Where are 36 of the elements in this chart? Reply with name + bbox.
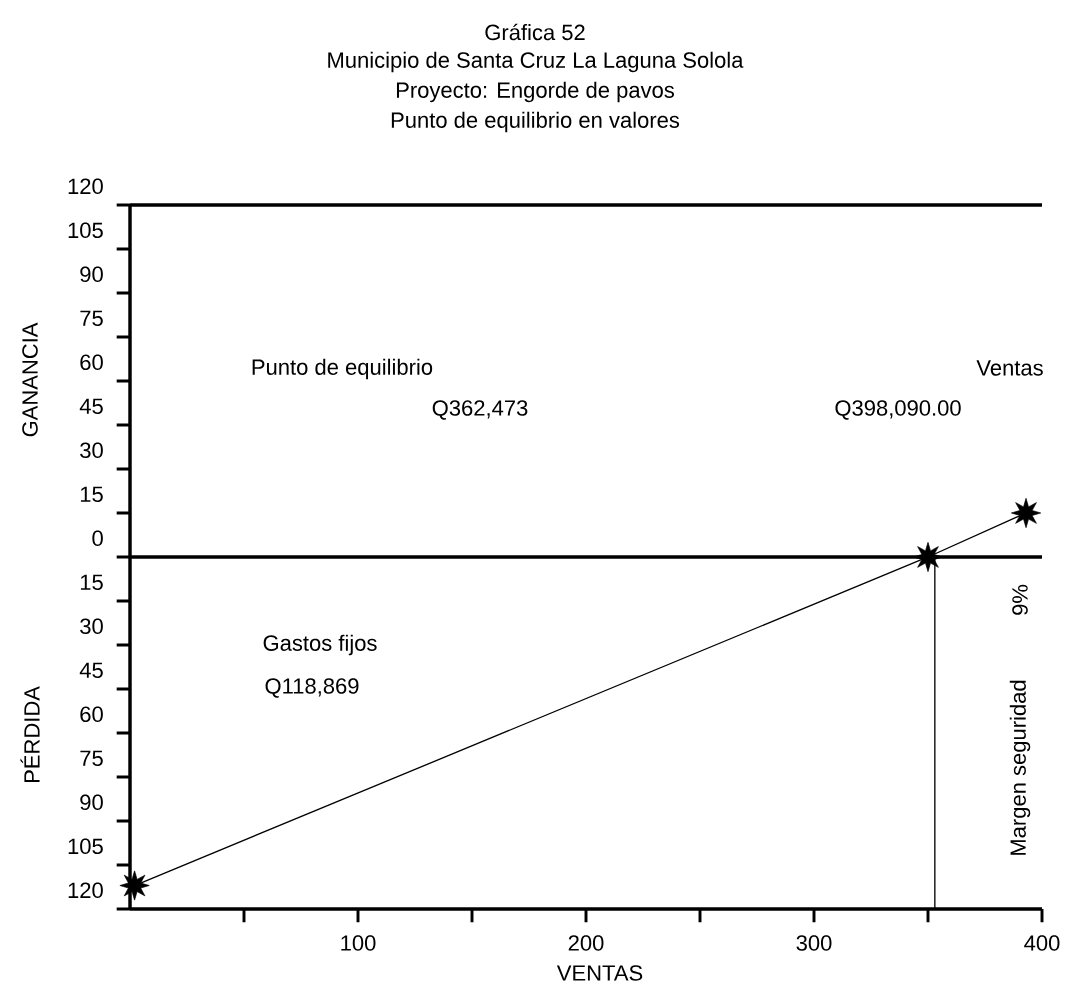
chart-title: Gráfica 52: [485, 23, 585, 41]
x-tick-label: 100: [341, 935, 376, 951]
annotation: Ventas: [976, 360, 1043, 376]
y-tick-label: 90: [80, 794, 103, 811]
annotation: Q362,473: [432, 400, 528, 420]
y-tick-label: 60: [80, 354, 103, 371]
annotation: 9%: [1012, 584, 1028, 615]
chart-subtitle: Municipio de Santa Cruz La Laguna Solola: [328, 51, 744, 73]
x-tick-label: 400: [1024, 935, 1060, 951]
y-tick-label: 60: [80, 706, 103, 723]
annotation: Q398,090.00: [835, 400, 961, 420]
y-tick-label: 105: [68, 222, 103, 239]
text: Proyecto: Engorde de pavos: [396, 81, 674, 103]
annotation: Gastos fijos: [263, 634, 377, 656]
x-axis-title: VENTAS: [556, 965, 643, 981]
x-tick-label: 200: [568, 935, 604, 951]
y-tick-label: 45: [79, 398, 103, 414]
annotation: Q118,869: [265, 678, 359, 698]
y-tick-label: 75: [80, 750, 103, 766]
y-tick-label: 120: [68, 882, 103, 899]
annotation: Punto de equilibrio: [252, 358, 433, 380]
y-tick-label: 30: [80, 618, 103, 635]
y-tick-label: 75: [80, 310, 103, 326]
y-tick-label: 45: [79, 662, 103, 678]
text: PÉRDIDA: [20, 686, 40, 783]
y-tick-label: 15: [80, 486, 103, 502]
x-tick-label: 300: [796, 935, 832, 951]
text: Punto de equilibrio en valores: [391, 111, 680, 133]
y-axis-title: GANANCIA: [22, 322, 38, 437]
y-tick-label: 90: [80, 266, 103, 283]
y-tick-label: 105: [68, 838, 103, 855]
y-tick-label: 30: [80, 442, 103, 459]
y-tick-label: 15: [80, 574, 103, 590]
y-tick-label: 0: [92, 530, 103, 547]
annotation: Margen seguridad: [1009, 680, 1031, 855]
y-tick-label: 120: [68, 178, 103, 195]
